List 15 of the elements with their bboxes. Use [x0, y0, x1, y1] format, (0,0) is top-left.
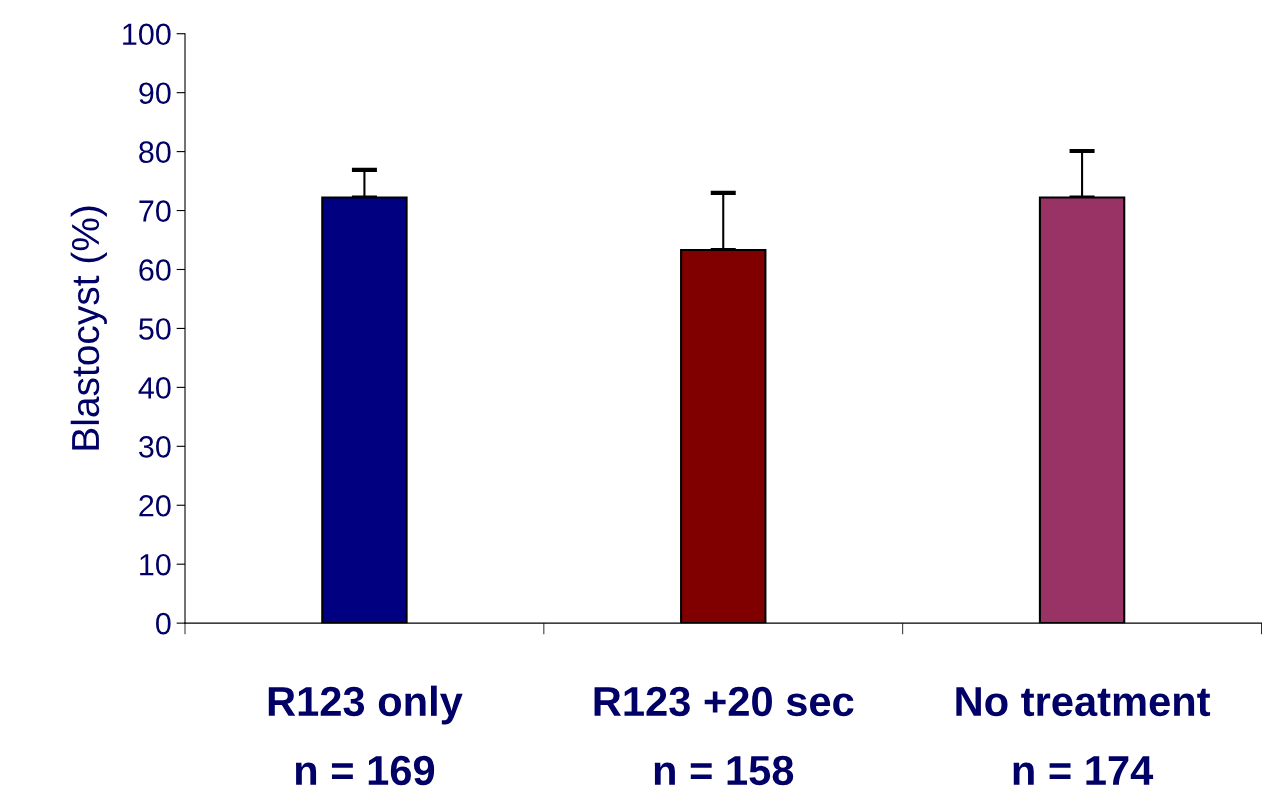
y-axis-title: Blastocyst (%) [70, 206, 107, 450]
y-tick-label: 20 [139, 494, 171, 517]
y-tick-label: 50 [139, 318, 171, 340]
y-tick-label: 30 [139, 436, 171, 458]
y-tick-label: 40 [138, 377, 171, 399]
y-tick-label: 90 [139, 82, 171, 105]
y-tick-label: 0 [156, 612, 171, 635]
y-tick-label: 100 [123, 23, 171, 46]
x-tick-label: No treatment n = 174 [956, 687, 1211, 785]
y-tick-label: 70 [139, 200, 171, 222]
x-tick-label: R123 +20 sec n = 158 [594, 686, 854, 786]
x-tick-label: R123 only n = 169 [268, 685, 463, 786]
y-tick-label: 10 [140, 553, 171, 576]
y-tick-label: 60 [139, 259, 171, 281]
y-tick-label: 80 [139, 141, 171, 163]
